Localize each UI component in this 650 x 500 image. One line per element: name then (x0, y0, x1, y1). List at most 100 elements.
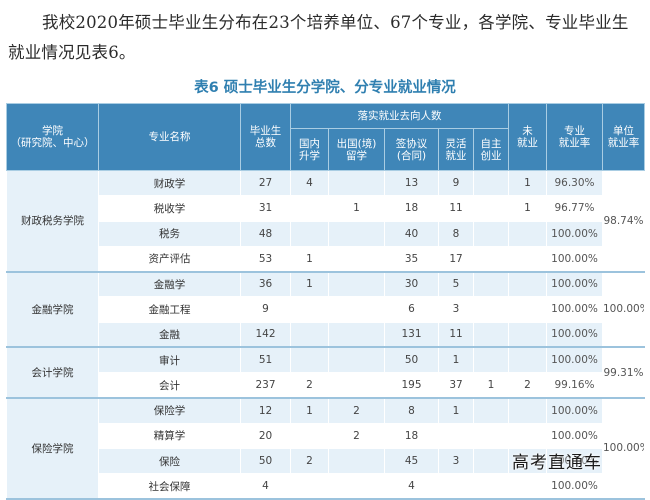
cell-self (473, 169, 509, 197)
cell-total: 50 (240, 447, 291, 475)
cell-flexible: 1 (438, 397, 474, 424)
cell-self (473, 346, 509, 374)
cell-rate: 100.00% (546, 296, 603, 323)
cell-flexible: 8 (438, 220, 474, 247)
cell-self (473, 296, 509, 323)
cell-domestic: 1 (290, 271, 329, 298)
cell-domestic (290, 220, 329, 247)
cell-flexible: 11 (438, 195, 474, 222)
cell-signed: 40 (384, 220, 439, 247)
unit-rate: 98.74% (602, 169, 645, 273)
cell-self (473, 195, 509, 222)
cell-flexible: 17 (438, 245, 474, 273)
cell-abroad (328, 372, 385, 399)
cell-total: 142 (240, 321, 291, 349)
intro-paragraph: 我校2020年硕士毕业生分布在23个培养单位、67个专业，各学院、专业毕业生就业… (8, 13, 629, 62)
cell-rate: 100.00% (546, 346, 603, 374)
cell-unemployed (508, 245, 547, 273)
major-name: 金融工程 (98, 296, 241, 323)
major-name: 审计 (98, 346, 241, 374)
cell-domestic (290, 296, 329, 323)
table-body: 财政税务学院 财政学 27 4 13 9 1 96.30% 98.74% 税收学 31 1 18 11 1 9… (6, 169, 645, 500)
employment-table: 学院 （研究院、中心） 专业名称 毕业生 总数 落实就业去向人数 未就业 专业 就业率… (6, 103, 645, 500)
cell-self (473, 447, 509, 475)
cell-abroad (328, 473, 385, 500)
cell-rate: 100.00% (546, 271, 603, 298)
major-name: 金融学 (98, 271, 241, 298)
table-row: 金融 142 131 11 100.00% (7, 321, 645, 349)
header-signed: 签协议 (合同) (384, 128, 439, 171)
cell-total: 53 (240, 245, 291, 273)
cell-flexible: 1 (438, 346, 474, 374)
cell-signed: 13 (384, 169, 439, 197)
major-name: 资产评估 (98, 245, 241, 273)
cell-self: 1 (473, 372, 509, 399)
cell-signed: 18 (384, 422, 439, 449)
cell-domestic: 4 (290, 169, 329, 197)
major-name: 财政学 (98, 169, 241, 197)
cell-rate: 100.00% (546, 220, 603, 247)
cell-flexible: 11 (438, 321, 474, 349)
cell-rate: 99.16% (546, 372, 603, 399)
cell-signed: 45 (384, 447, 439, 475)
cell-abroad: 1 (328, 195, 385, 222)
cell-abroad (328, 220, 385, 247)
cell-rate: 96.77% (546, 195, 603, 222)
cell-abroad: 2 (328, 422, 385, 449)
header-domestic: 国内 升学 (290, 128, 329, 171)
watermark: 高考直通车 (512, 453, 602, 473)
major-name: 金融 (98, 321, 241, 349)
cell-unemployed (508, 422, 547, 449)
cell-signed: 131 (384, 321, 439, 349)
cell-domestic: 2 (290, 447, 329, 475)
unit-rate: 99.31% (602, 346, 645, 399)
cell-flexible: 9 (438, 169, 474, 197)
table-row: 资产评估 53 1 35 17 100.00% (7, 245, 645, 273)
college-name: 财政税务学院 (6, 169, 99, 273)
cell-total: 27 (240, 169, 291, 197)
header-college: 学院 （研究院、中心） (6, 103, 99, 171)
cell-total: 31 (240, 195, 291, 222)
table-header: 学院 （研究院、中心） 专业名称 毕业生 总数 落实就业去向人数 未就业 专业 就业率… (6, 103, 645, 171)
cell-domestic: 1 (290, 397, 329, 424)
cell-self (473, 422, 509, 449)
cell-unemployed (508, 220, 547, 247)
cell-domestic (290, 346, 329, 374)
cell-rate: 100.00% (546, 473, 603, 500)
cell-signed: 6 (384, 296, 439, 323)
major-name: 税务 (98, 220, 241, 247)
table-row: 金融工程 9 6 3 100.00% (7, 296, 645, 323)
cell-abroad: 2 (328, 397, 385, 424)
major-name: 保险 (98, 447, 241, 475)
major-name: 税收学 (98, 195, 241, 222)
cell-total: 51 (240, 346, 291, 374)
cell-rate: 100.00% (546, 422, 603, 449)
table-row: 财政税务学院 财政学 27 4 13 9 1 96.30% 98.74% (6, 169, 645, 273)
unit-rate: 100.00% (602, 397, 645, 500)
header-unit-rate: 单位 就业率 (602, 103, 645, 171)
cell-unemployed: 1 (508, 195, 547, 222)
cell-unemployed (508, 271, 547, 298)
cell-domestic (290, 321, 329, 349)
cell-domestic (290, 422, 329, 449)
cell-domestic: 2 (290, 372, 329, 399)
cell-signed: 50 (384, 346, 439, 374)
cell-abroad (328, 447, 385, 475)
cell-signed: 4 (384, 473, 439, 500)
table-row: 会计 237 2 195 37 1 2 99.16% (7, 372, 645, 399)
table-row: 保险 50 2 45 3 100.00% (7, 447, 645, 475)
cell-unemployed (508, 397, 547, 424)
cell-self (473, 397, 509, 424)
cell-total: 4 (240, 473, 291, 500)
cell-signed: 35 (384, 245, 439, 273)
header-major-rate: 专业 就业率 (546, 103, 603, 171)
cell-total: 48 (240, 220, 291, 247)
cell-abroad (328, 296, 385, 323)
college-name: 保险学院 (6, 397, 99, 500)
cell-flexible (438, 422, 474, 449)
cell-unemployed (508, 447, 547, 475)
table-row: 税务 48 40 8 100.00% (7, 220, 645, 247)
major-name: 社会保障 (98, 473, 241, 500)
